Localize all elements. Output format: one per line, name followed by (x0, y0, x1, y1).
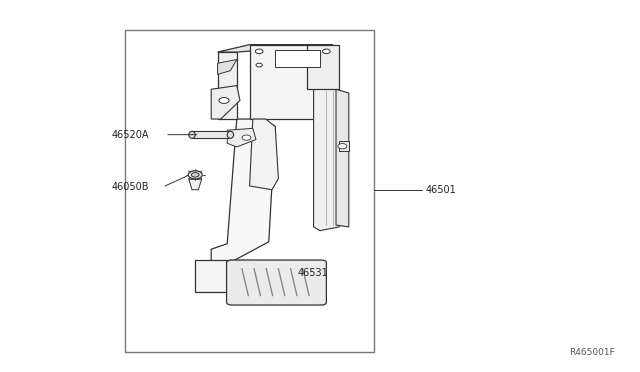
Circle shape (188, 171, 202, 179)
Circle shape (242, 135, 251, 140)
Circle shape (256, 63, 262, 67)
Polygon shape (314, 89, 339, 231)
Polygon shape (227, 128, 256, 147)
Polygon shape (218, 45, 333, 52)
Bar (125, 30, 374, 352)
Circle shape (323, 49, 330, 54)
Text: 46531: 46531 (298, 269, 328, 278)
Circle shape (255, 49, 263, 54)
Polygon shape (250, 119, 278, 190)
Polygon shape (192, 131, 230, 138)
Polygon shape (218, 52, 237, 119)
Ellipse shape (227, 131, 234, 138)
Text: 46501: 46501 (426, 185, 456, 195)
Polygon shape (211, 86, 240, 119)
Circle shape (219, 97, 229, 103)
Polygon shape (307, 45, 339, 89)
Polygon shape (336, 89, 349, 227)
Polygon shape (211, 119, 275, 264)
Polygon shape (227, 262, 323, 303)
Ellipse shape (189, 131, 195, 138)
Polygon shape (195, 260, 253, 292)
Polygon shape (218, 60, 237, 74)
Circle shape (338, 144, 347, 149)
Polygon shape (339, 141, 349, 151)
Polygon shape (189, 179, 202, 190)
FancyBboxPatch shape (227, 260, 326, 305)
Text: R465001F: R465001F (569, 348, 614, 357)
Circle shape (191, 173, 199, 177)
Text: 46050B: 46050B (112, 182, 150, 192)
Polygon shape (275, 50, 320, 67)
Text: 46520A: 46520A (112, 130, 150, 140)
Polygon shape (250, 45, 333, 119)
